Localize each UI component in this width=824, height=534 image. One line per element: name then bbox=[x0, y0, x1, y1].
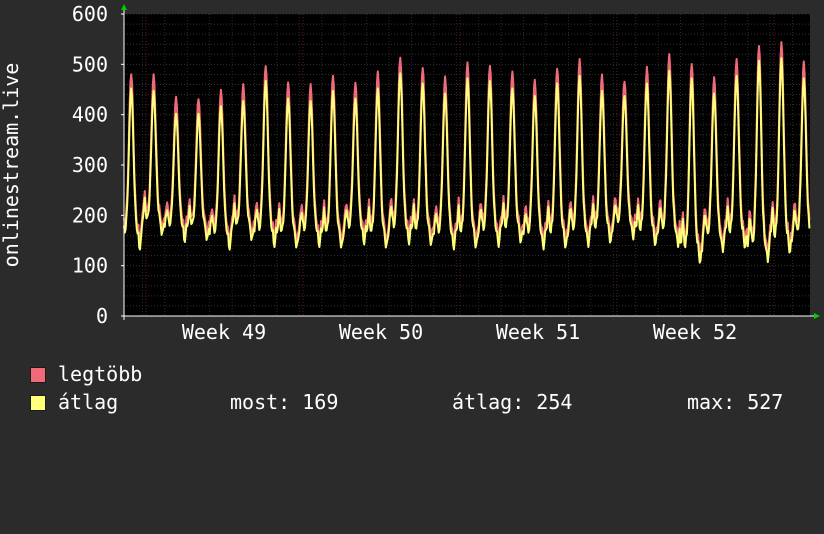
legend-swatch-max bbox=[30, 367, 46, 383]
y-tick-label: 200 bbox=[72, 203, 108, 227]
y-axis-arrow-icon bbox=[121, 4, 127, 10]
y-tick-label: 300 bbox=[72, 153, 108, 177]
y-tick-label: 100 bbox=[72, 254, 108, 278]
chart: 0 100 200 300 400 500 600 Week 49 Week 50 Week 5… bbox=[0, 2, 820, 344]
stat-now: most: 169 bbox=[230, 390, 339, 414]
y-tick-label: 600 bbox=[72, 2, 108, 26]
y-axis-label: onlinestream.live bbox=[0, 63, 23, 268]
x-tick-labels: Week 49 Week 50 Week 51 Week 52 bbox=[182, 320, 737, 344]
axes bbox=[121, 4, 820, 320]
y-tick-labels: 0 100 200 300 400 500 600 bbox=[72, 2, 108, 328]
y-tick-label: 0 bbox=[96, 304, 108, 328]
legend-row-avg: átlag most: 169 átlag: 254 max: 527 bbox=[30, 390, 810, 414]
legend-label-max: legtöbb bbox=[58, 362, 143, 386]
x-tick-label: Week 51 bbox=[496, 320, 580, 344]
x-tick-label: Week 50 bbox=[339, 320, 423, 344]
series-line-average bbox=[123, 57, 811, 264]
y-tick-label: 500 bbox=[72, 52, 108, 76]
legend-row-max: legtöbb bbox=[30, 362, 810, 386]
y-tick-label: 400 bbox=[72, 103, 108, 127]
stat-average: átlag: 254 bbox=[452, 390, 573, 414]
stat-max: max: 527 bbox=[687, 390, 784, 414]
x-tick-label: Week 52 bbox=[653, 320, 737, 344]
x-tick-label: Week 49 bbox=[182, 320, 266, 344]
legend-swatch-avg bbox=[30, 395, 46, 411]
series-lines bbox=[123, 41, 811, 264]
legend-label-avg: átlag bbox=[58, 390, 119, 414]
x-axis-arrow-icon bbox=[814, 313, 820, 319]
